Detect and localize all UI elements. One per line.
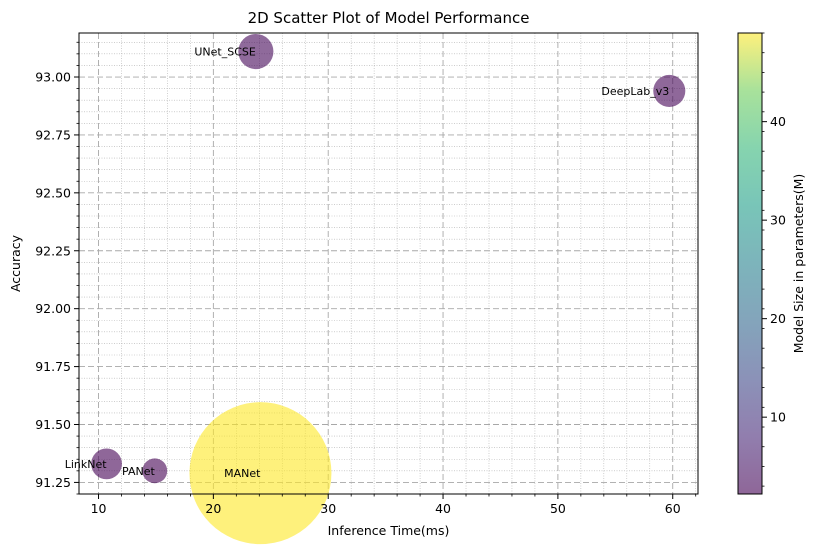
point-label-linknet: LinkNet	[65, 458, 108, 471]
point-label-deeplab-v3: DeepLab_v3	[601, 85, 669, 98]
colorbar-tick-label: 40	[770, 114, 786, 129]
data-point-manet	[189, 402, 332, 545]
y-tick-label: 91.50	[35, 417, 71, 432]
colorbar-tick-label: 20	[770, 311, 786, 326]
data-points	[91, 33, 686, 545]
y-tick-label: 92.00	[35, 301, 71, 316]
colorbar-label: Model Size in parameters(M)	[791, 174, 806, 354]
colorbar-gradient	[737, 32, 763, 495]
colorbar-ticks: 10 20 30 40	[762, 32, 786, 487]
chart-title: 2D Scatter Plot of Model Performance	[248, 9, 530, 27]
y-tick-label: 92.25	[35, 243, 71, 258]
colorbar: 10 20 30 40 Model Size in parameters(M)	[737, 32, 806, 495]
x-tick-label: 50	[550, 501, 566, 516]
data-point-panet	[142, 458, 168, 484]
x-tick-label: 40	[435, 501, 451, 516]
y-tick-label: 93.00	[35, 70, 71, 85]
x-axis-ticks: 10 20 30 40 50 60	[91, 494, 697, 516]
x-tick-label: 60	[665, 501, 681, 516]
data-point-deeplab-v3	[653, 74, 686, 107]
point-label-manet: MANet	[224, 467, 261, 480]
x-tick-label: 20	[205, 501, 221, 516]
x-tick-label: 10	[91, 501, 107, 516]
point-label-unet-scse: UNet_SCSE	[194, 46, 256, 59]
x-tick-label: 30	[320, 501, 336, 516]
data-point-unet-scse	[238, 33, 274, 70]
colorbar-tick-label: 30	[770, 213, 786, 228]
y-axis-label: Accuracy	[8, 234, 23, 292]
plot-area-frame	[78, 32, 699, 495]
y-axis-ticks: 91.25 91.50 91.75 92.00 92.25 92.50 92.75 93.00	[35, 41, 79, 495]
x-axis-label: Inference Time(ms)	[328, 523, 450, 538]
point-labels: UNet_SCSE DeepLab_v3 LinkNet PANet MANet	[65, 46, 670, 481]
data-point-linknet	[91, 448, 122, 480]
y-tick-label: 92.75	[35, 127, 71, 142]
colorbar-tick-label: 10	[770, 410, 786, 425]
y-tick-label: 91.25	[35, 475, 71, 490]
major-grid	[79, 33, 698, 494]
y-tick-label: 91.75	[35, 359, 71, 374]
minor-grid	[79, 33, 698, 495]
y-tick-label: 92.50	[35, 185, 71, 200]
point-label-panet: PANet	[122, 465, 155, 478]
